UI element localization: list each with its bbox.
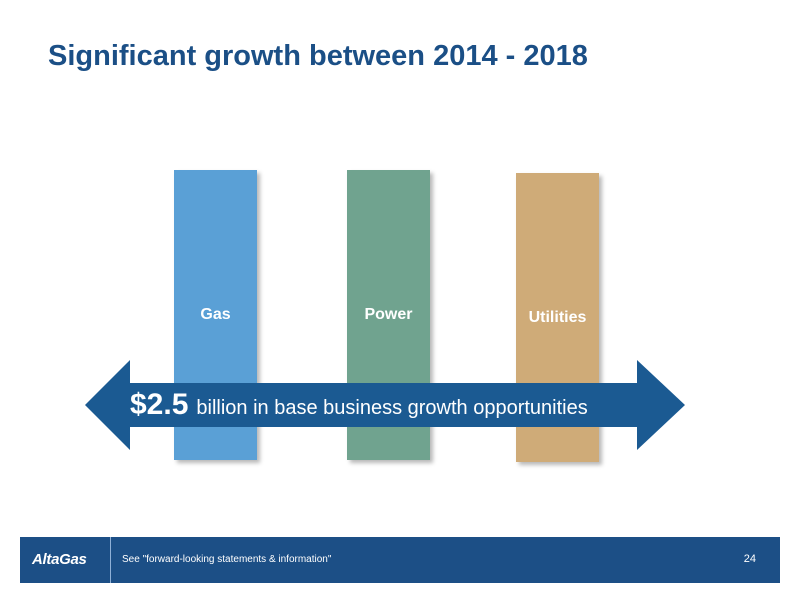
arrow-text: $2.5 billion in base business growth oppo…: [130, 388, 588, 422]
arrow-amount: $2.5: [130, 388, 189, 421]
column-gas-label: Gas: [200, 306, 231, 323]
slide-title: Significant growth between 2014 - 2018: [48, 40, 588, 72]
footer-logo-box: AltaGas: [20, 537, 111, 583]
footer-disclaimer: See "forward-looking statements & inform…: [122, 554, 332, 565]
column-utilities-label: Utilities: [528, 309, 587, 326]
footer-bar: AltaGas See "forward-looking statements …: [20, 537, 780, 583]
page-number: 24: [743, 553, 756, 565]
arrow-description: billion in base business growth opportun…: [196, 397, 588, 419]
column-power-label: Power: [364, 306, 413, 323]
altagas-logo: AltaGas: [32, 551, 87, 568]
